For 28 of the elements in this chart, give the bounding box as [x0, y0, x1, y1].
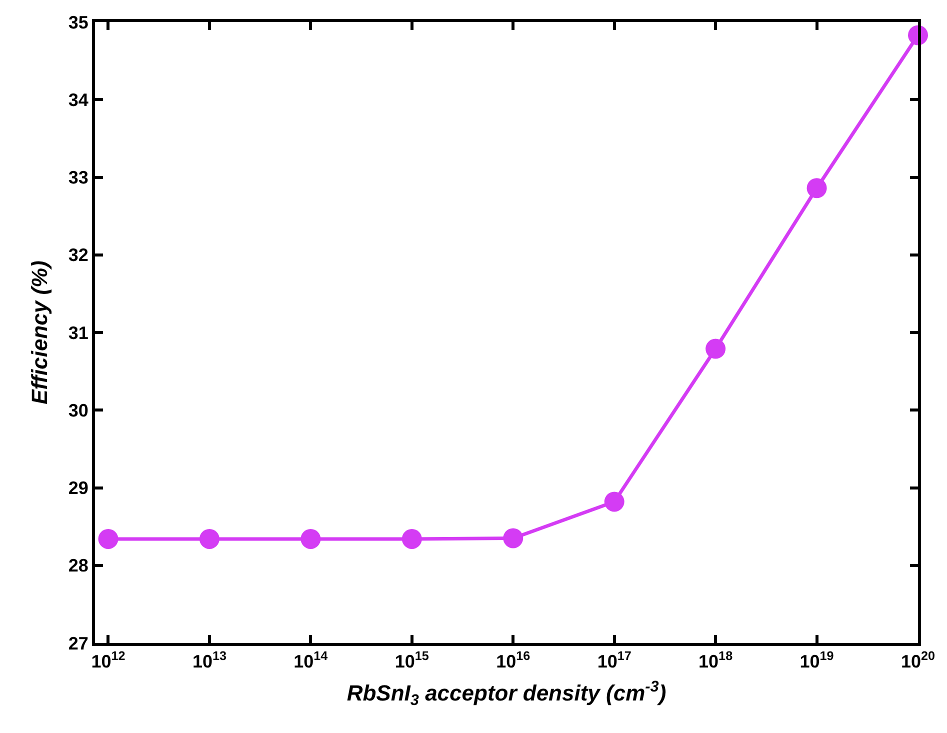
point: [604, 492, 624, 512]
x-tick-label: 10$^{16}$: [496, 649, 530, 672]
point: [300, 528, 321, 549]
x-tick-label: 10$^{19}$: [800, 649, 834, 672]
x-tick-label: 10$^{17}$: [597, 649, 632, 672]
y-axis-title: Efficiency (%): [27, 260, 52, 404]
y-tick-label: 32: [68, 245, 88, 266]
x-tick-label: 10$^{13}$: [192, 649, 226, 672]
y-tick-label: 33: [68, 168, 88, 188]
point: [402, 528, 422, 549]
x-tick-label: 10$^{15}$: [394, 649, 429, 672]
point: [806, 178, 827, 198]
point: [503, 528, 524, 548]
point: [98, 528, 118, 549]
x-tick-label: 10$^{14}$: [294, 649, 328, 672]
y-tick-label: 35: [68, 12, 88, 32]
point: [199, 528, 220, 549]
y-tick-label: 34: [68, 90, 88, 110]
x-axis-title: RbSnI$_{3}$ acceptor density (cm$^{-3}$): [346, 678, 666, 710]
y-tick-label: 30: [68, 400, 88, 420]
x-tick-label: 10$^{12}$: [91, 649, 126, 672]
y-tick-label: 31: [68, 322, 88, 343]
y-tick-label: 27: [68, 633, 88, 654]
y-tick-label: 28: [68, 556, 88, 576]
x-tick-label: 10$^{20}$: [900, 649, 936, 672]
y-tick-label: 29: [68, 478, 88, 498]
point: [706, 338, 726, 359]
x-tick-label: 10$^{18}$: [698, 649, 733, 672]
